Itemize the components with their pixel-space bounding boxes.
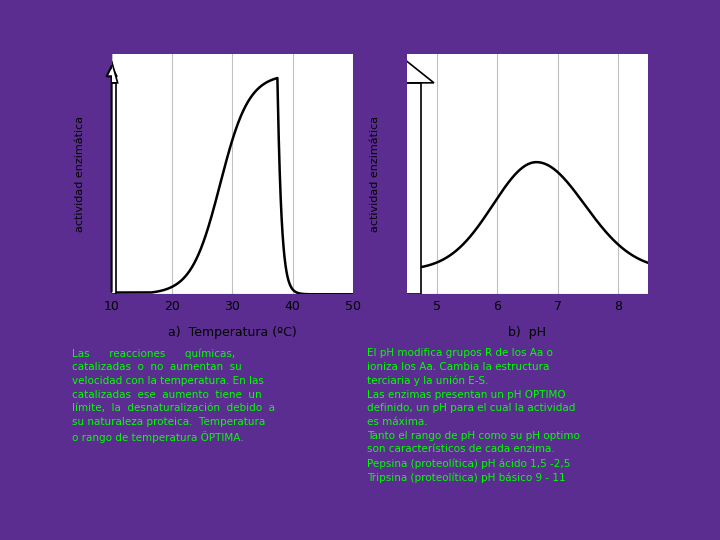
Text: a)  Temperatura (ºC): a) Temperatura (ºC)	[168, 326, 297, 339]
Bar	[107, 83, 116, 294]
Bar	[107, 83, 116, 294]
Polygon shape	[106, 61, 117, 83]
Text: Las      reacciones      químicas,
catalizadas  o  no  aumentan  su
velocidad co: Las reacciones químicas, catalizadas o n…	[72, 348, 275, 443]
Polygon shape	[379, 61, 434, 83]
Text: El pH modifica grupos R de los Aa o
ioniza los Aa. Cambia la estructura
terciari: El pH modifica grupos R de los Aa o ioni…	[367, 348, 580, 483]
Bar	[393, 83, 420, 294]
Text: actividad enzimática: actividad enzimática	[371, 116, 380, 232]
Text: b)  pH: b) pH	[508, 326, 546, 339]
Text: actividad enzimática: actividad enzimática	[76, 116, 85, 232]
